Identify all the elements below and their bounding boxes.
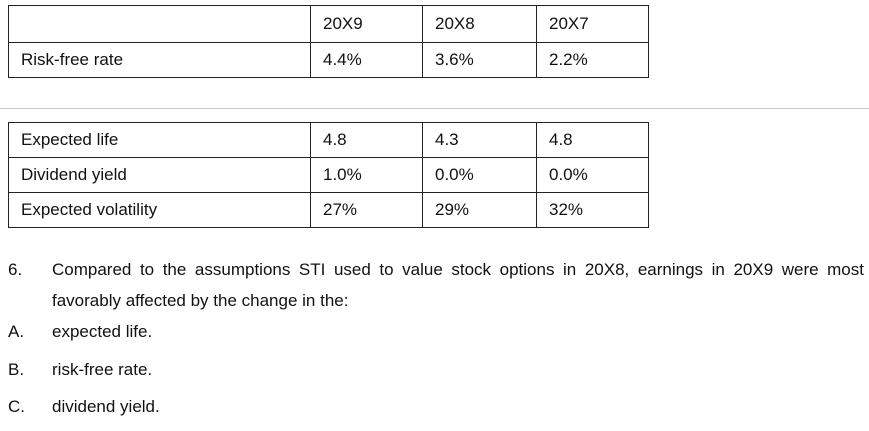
rates-table: 20X9 20X8 20X7 Risk-free rate 4.4% 3.6% …	[8, 5, 649, 78]
option-letter: C.	[8, 397, 25, 416]
cell: Risk-free rate	[8, 42, 311, 78]
header-cell	[8, 5, 311, 43]
option-text[interactable]: dividend yield.	[52, 397, 160, 416]
cell: Expected life	[8, 122, 311, 158]
cell: 4.4%	[310, 42, 423, 78]
cell: 32%	[536, 192, 649, 228]
cell: 0.0%	[422, 157, 537, 193]
cell: 4.8	[310, 122, 423, 158]
cell: 29%	[422, 192, 537, 228]
cell: 1.0%	[310, 157, 423, 193]
row: Dividend yield 1.0% 0.0% 0.0%	[8, 157, 649, 193]
cell: Expected volatility	[8, 192, 311, 228]
cell: Dividend yield	[8, 157, 311, 193]
option-text[interactable]: risk-free rate.	[52, 360, 153, 379]
row: Risk-free rate 4.4% 3.6% 2.2%	[8, 42, 649, 78]
cell: 0.0%	[536, 157, 649, 193]
divider	[0, 108, 869, 109]
option-letter: A.	[8, 322, 25, 341]
header-cell: 20X9	[310, 5, 423, 43]
option-text[interactable]: expected life.	[52, 322, 153, 341]
cell: 4.3	[422, 122, 537, 158]
question-text: Compared to the assumptions STI used to …	[52, 260, 864, 310]
option-letter: B.	[8, 360, 25, 379]
header-cell: 20X7	[536, 5, 649, 43]
question-number: 6.	[8, 260, 23, 279]
cell: 4.8	[536, 122, 649, 158]
cell: 2.2%	[536, 42, 649, 78]
row: Expected life 4.8 4.3 4.8	[8, 122, 649, 158]
row: Expected volatility 27% 29% 32%	[8, 192, 649, 228]
header-row: 20X9 20X8 20X7	[8, 5, 649, 43]
cell: 3.6%	[422, 42, 537, 78]
cell: 27%	[310, 192, 423, 228]
header-cell: 20X8	[422, 5, 537, 43]
assumptions-table: Expected life 4.8 4.3 4.8 Dividend yield…	[8, 122, 649, 228]
